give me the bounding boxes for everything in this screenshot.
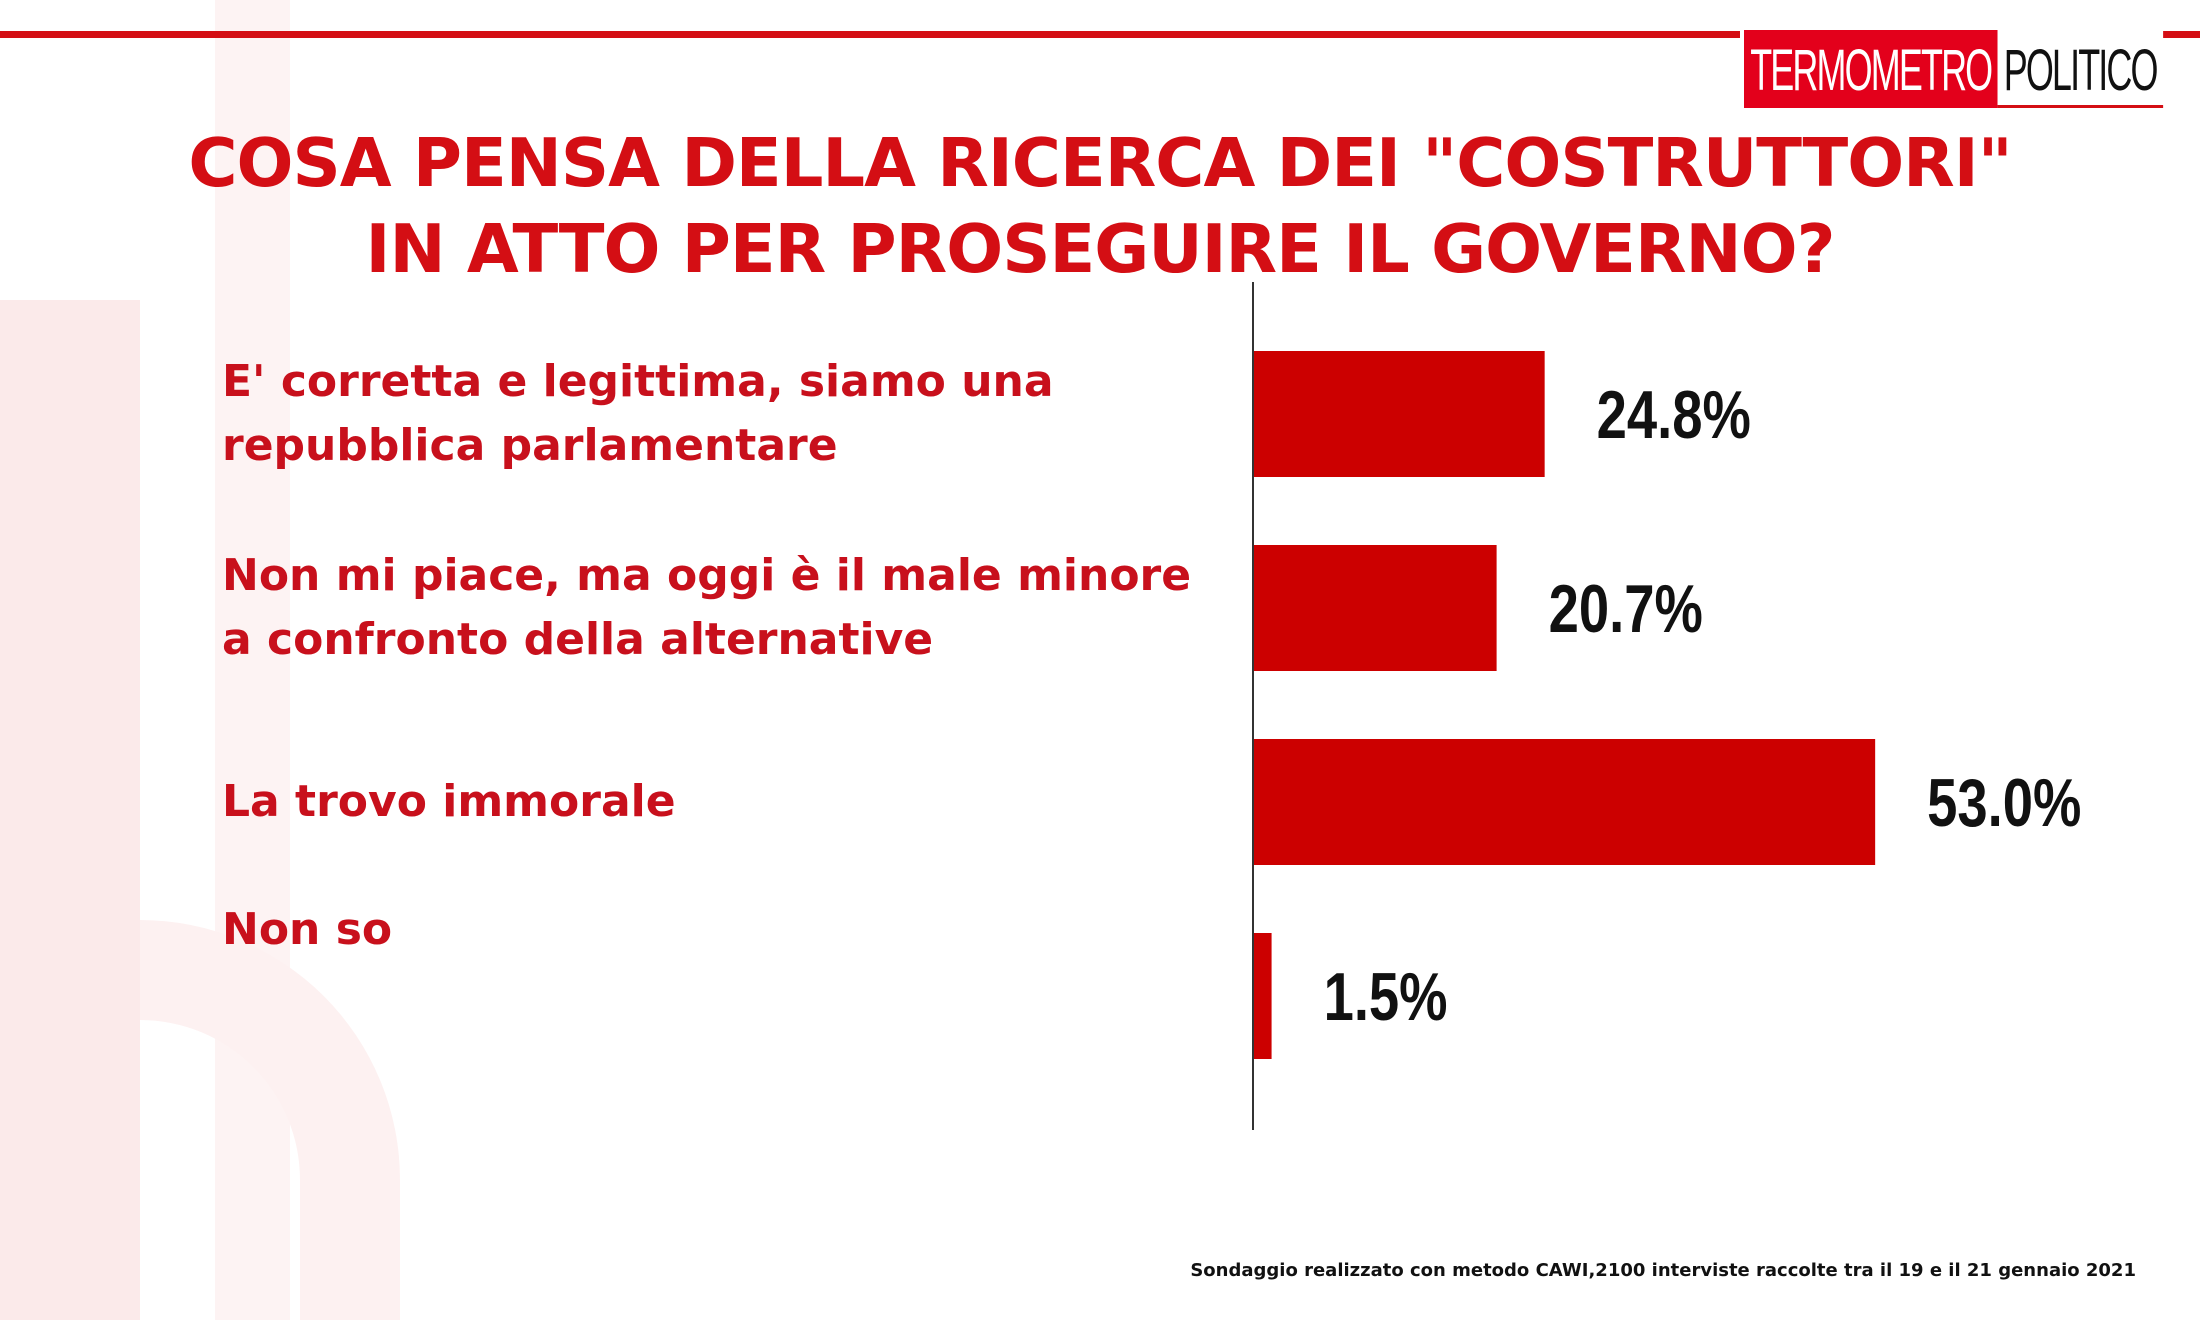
chart-title-line-2: IN ATTO PER PROSEGUIRE IL GOVERNO? <box>365 210 1836 288</box>
survey-method-note: Sondaggio realizzato con metodo CAWI,210… <box>1190 1260 2136 1281</box>
value-label-1: 24.8% <box>1597 377 1751 453</box>
watermark-arc <box>140 920 400 1320</box>
bar-3 <box>1254 739 1876 865</box>
bar-1 <box>1254 351 1545 477</box>
category-label-4-line-1: Non so <box>222 904 393 955</box>
chart-title-line-1: COSA PENSA DELLA RICERCA DEI "COSTRUTTOR… <box>188 124 2012 202</box>
category-label-1-line-1: E' corretta e legittima, siamo una <box>222 356 1054 407</box>
category-label-2-line-2: a confronto della alternative <box>222 614 934 665</box>
category-label-3-line-1: La trovo immorale <box>222 776 676 827</box>
category-label-2: Non mi piace, ma oggi è il male minore a … <box>222 544 1222 672</box>
top-rule-left <box>0 31 1740 38</box>
bar-2 <box>1254 545 1497 671</box>
value-label-3: 53.0% <box>1927 765 2081 841</box>
category-label-1-line-2: repubblica parlamentare <box>222 420 838 471</box>
watermark-block <box>0 300 140 1320</box>
logo-politico-text: POLITICO <box>1997 30 2163 108</box>
value-label-2: 20.7% <box>1549 571 1703 647</box>
category-label-1: E' corretta e legittima, siamo una repubb… <box>222 350 1222 478</box>
logo-termometro-text: TERMOMETRO <box>1744 30 1998 108</box>
category-label-3: La trovo immorale <box>222 770 1222 834</box>
category-label-4: Non so <box>222 898 1222 962</box>
watermark-stem <box>215 0 290 1320</box>
value-label-4: 1.5% <box>1324 959 1448 1035</box>
bar-4 <box>1254 933 1272 1059</box>
termometro-politico-logo: TERMOMETRO POLITICO <box>1744 30 2163 108</box>
category-label-2-line-1: Non mi piace, ma oggi è il male minore <box>222 550 1192 601</box>
